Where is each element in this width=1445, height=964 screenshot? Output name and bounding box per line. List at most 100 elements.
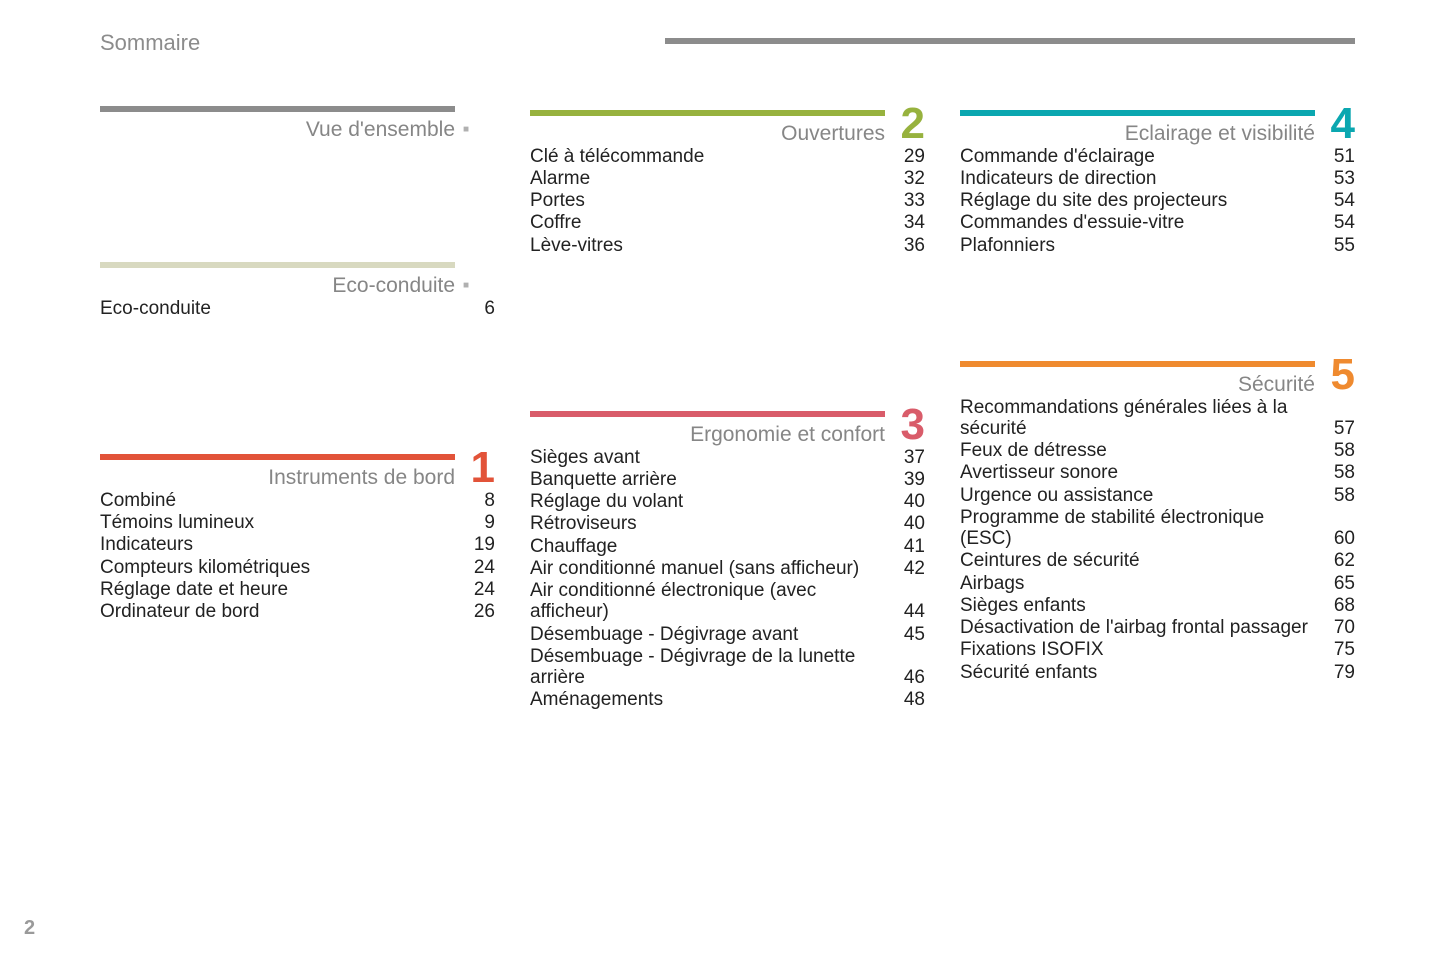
toc-entry[interactable]: Chauffage41: [530, 536, 925, 557]
toc-entry[interactable]: Aménagements48: [530, 689, 925, 710]
toc-entry[interactable]: Airbags65: [960, 573, 1355, 594]
toc-entry-label: Programme de stabilité électronique (ESC…: [960, 507, 1319, 550]
toc-entry-page: 32: [889, 168, 925, 189]
toc-entry[interactable]: Air conditionné électronique (avec affic…: [530, 580, 925, 623]
section-title: Sécurité: [960, 369, 1315, 397]
toc-entry[interactable]: Réglage date et heure24: [100, 579, 495, 600]
toc-entry-label: Ceintures de sécurité: [960, 550, 1319, 571]
section-title: Ergonomie et confort: [530, 419, 885, 447]
toc-entry[interactable]: Sécurité enfants79: [960, 662, 1355, 683]
toc-entry[interactable]: Désembuage - Dégivrage avant45: [530, 624, 925, 645]
toc-entry-label: Feux de détresse: [960, 440, 1319, 461]
toc-entry[interactable]: Désactivation de l'airbag frontal passag…: [960, 617, 1355, 638]
toc-entry[interactable]: Indicateurs19: [100, 534, 495, 555]
toc-entry-page: 54: [1319, 190, 1355, 211]
toc-entry[interactable]: Ceintures de sécurité62: [960, 550, 1355, 571]
toc-entry[interactable]: Recommandations générales liées à la séc…: [960, 397, 1355, 440]
spacer: [100, 182, 495, 262]
toc-entry[interactable]: Avertisseur sonore58: [960, 462, 1355, 483]
toc-entry-page: 53: [1319, 168, 1355, 189]
toc-entry-page: 19: [459, 534, 495, 555]
toc-entry[interactable]: Sièges avant37: [530, 447, 925, 468]
toc-entry-label: Sécurité enfants: [960, 662, 1319, 683]
toc-columns: Vue d'ensemble■Eco-conduite■Eco-conduite…: [100, 106, 1355, 752]
toc-entry[interactable]: Lève-vitres36: [530, 235, 925, 256]
toc-section-eco: Eco-conduite■Eco-conduite6: [100, 262, 495, 320]
toc-entry-page: 24: [459, 579, 495, 600]
toc-entry-page: 51: [1319, 146, 1355, 167]
toc-entry-label: Réglage date et heure: [100, 579, 459, 600]
toc-entry-page: 41: [889, 536, 925, 557]
section-title: Eco-conduite: [100, 270, 455, 298]
toc-entry-page: 29: [889, 146, 925, 167]
section-bullet-icon: ■: [463, 262, 495, 291]
toc-page: Sommaire Vue d'ensemble■Eco-conduite■Eco…: [0, 0, 1445, 964]
toc-entry[interactable]: Ordinateur de bord26: [100, 601, 495, 622]
toc-entry[interactable]: Désembuage - Dégivrage de la lunette arr…: [530, 646, 925, 689]
toc-entry-page: 40: [889, 491, 925, 512]
toc-entry[interactable]: Air conditionné manuel (sans afficheur)4…: [530, 558, 925, 579]
toc-entry-label: Sièges avant: [530, 447, 889, 468]
section-header: Ouvertures2: [530, 106, 925, 146]
toc-entry[interactable]: Fixations ISOFIX75: [960, 639, 1355, 660]
spacer: [530, 297, 925, 407]
toc-entry-page: 44: [889, 601, 925, 622]
toc-entry-page: 75: [1319, 639, 1355, 660]
toc-entry-page: 40: [889, 513, 925, 534]
toc-entry[interactable]: Commande d'éclairage51: [960, 146, 1355, 167]
toc-entry-label: Airbags: [960, 573, 1319, 594]
toc-entry[interactable]: Réglage du volant40: [530, 491, 925, 512]
toc-section-securite: Sécurité 5Recommandations générales liées…: [960, 357, 1355, 684]
section-header: Ergonomie et confort3: [530, 407, 925, 447]
toc-entry-label: Indicateurs de direction: [960, 168, 1319, 189]
toc-entry-page: 70: [1319, 617, 1355, 638]
toc-entry[interactable]: Rétroviseurs40: [530, 513, 925, 534]
toc-entry-page: 26: [459, 601, 495, 622]
top-rule: [665, 38, 1355, 44]
toc-entry-label: Eco-conduite: [100, 298, 459, 319]
page-number: 2: [24, 917, 35, 940]
toc-entry-label: Ordinateur de bord: [100, 601, 459, 622]
toc-entry-label: Alarme: [530, 168, 889, 189]
section-number: 5: [1323, 355, 1355, 395]
section-header: Eco-conduite ■: [100, 262, 495, 298]
toc-entry-page: 46: [889, 667, 925, 688]
toc-entry-page: 65: [1319, 573, 1355, 594]
toc-entry-label: Air conditionné électronique (avec affic…: [530, 580, 889, 623]
toc-entry-label: Rétroviseurs: [530, 513, 889, 534]
toc-entry[interactable]: Programme de stabilité électronique (ESC…: [960, 507, 1355, 550]
toc-entry[interactable]: Urgence ou assistance58: [960, 485, 1355, 506]
toc-entry[interactable]: Commandes d'essuie-vitre54: [960, 212, 1355, 233]
toc-entry[interactable]: Témoins lumineux9: [100, 512, 495, 533]
toc-entry[interactable]: Feux de détresse58: [960, 440, 1355, 461]
toc-entry[interactable]: Indicateurs de direction53: [960, 168, 1355, 189]
toc-column: Ouvertures2Clé à télécommande29Alarme32P…: [530, 106, 925, 752]
section-entries: Sièges avant37Banquette arrière39Réglage…: [530, 447, 925, 711]
toc-entry-label: Commande d'éclairage: [960, 146, 1319, 167]
section-header: Sécurité 5: [960, 357, 1355, 397]
toc-entry[interactable]: Combiné8: [100, 490, 495, 511]
toc-entry-page: 37: [889, 447, 925, 468]
toc-entry[interactable]: Compteurs kilométriques24: [100, 557, 495, 578]
toc-entry[interactable]: Plafonniers55: [960, 235, 1355, 256]
toc-entry-page: 54: [1319, 212, 1355, 233]
toc-section-ouvertures: Ouvertures2Clé à télécommande29Alarme32P…: [530, 106, 925, 257]
toc-entry-label: Commandes d'essuie-vitre: [960, 212, 1319, 233]
toc-entry[interactable]: Alarme32: [530, 168, 925, 189]
toc-entry[interactable]: Coffre34: [530, 212, 925, 233]
section-rule: [960, 110, 1315, 116]
toc-entry[interactable]: Portes33: [530, 190, 925, 211]
toc-entry[interactable]: Eco-conduite6: [100, 298, 495, 319]
toc-entry-page: 45: [889, 624, 925, 645]
section-header: Eclairage et visibilité4: [960, 106, 1355, 146]
toc-column: Vue d'ensemble■Eco-conduite■Eco-conduite…: [100, 106, 495, 752]
spacer: [100, 360, 495, 450]
toc-entry[interactable]: Banquette arrière39: [530, 469, 925, 490]
toc-entry-page: 58: [1319, 440, 1355, 461]
toc-entry[interactable]: Clé à télécommande29: [530, 146, 925, 167]
toc-entry[interactable]: Sièges enfants68: [960, 595, 1355, 616]
toc-section-eclairage: Eclairage et visibilité4Commande d'éclai…: [960, 106, 1355, 257]
section-rule: [100, 106, 455, 112]
section-number: 1: [463, 448, 495, 488]
toc-entry[interactable]: Réglage du site des projecteurs54: [960, 190, 1355, 211]
